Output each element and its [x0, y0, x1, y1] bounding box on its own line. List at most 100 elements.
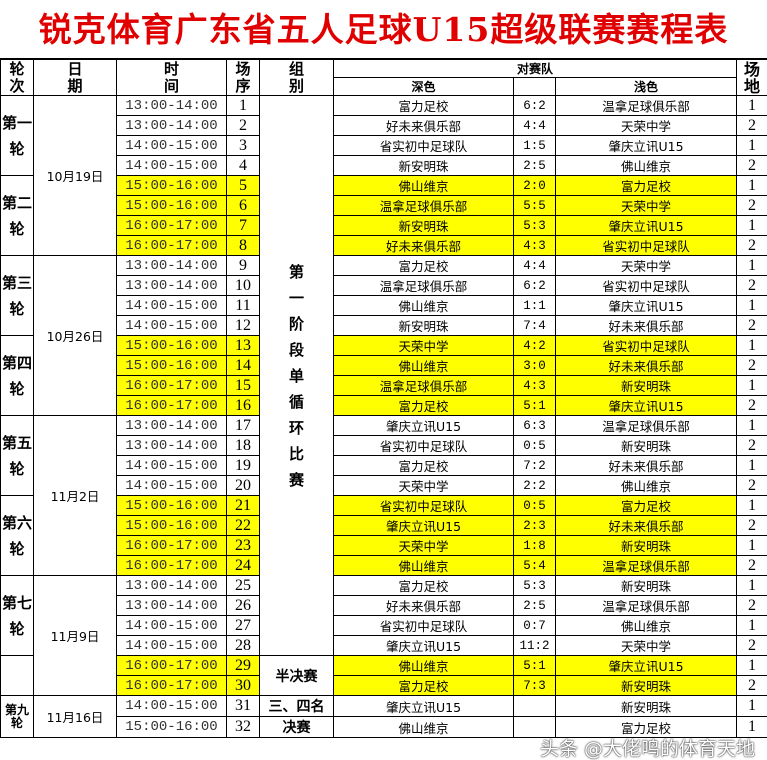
- team-dark: 富力足校: [334, 96, 514, 116]
- team-light: 省实初中足球队: [556, 276, 737, 296]
- match-venue: 2: [737, 276, 767, 296]
- match-score: 1:5: [514, 136, 556, 156]
- match-venue: 1: [737, 136, 767, 156]
- header-round: 轮次: [1, 60, 34, 96]
- match-time: 14:00-15:00: [117, 316, 227, 336]
- team-light: 天荣中学: [556, 116, 737, 136]
- match-score: [514, 696, 556, 717]
- match-time: 16:00-17:00: [117, 236, 227, 256]
- match-date: 10月26日: [34, 256, 117, 416]
- match-seq: 17: [227, 416, 260, 436]
- match-venue: 1: [737, 496, 767, 516]
- team-dark: 佛山维京: [334, 717, 514, 738]
- match-seq: 28: [227, 636, 260, 656]
- match-venue: 1: [737, 296, 767, 316]
- team-dark: 肇庆立讯U15: [334, 696, 514, 717]
- header-time: 时间: [117, 60, 227, 96]
- team-dark: 好未来俱乐部: [334, 116, 514, 136]
- team-dark: 新安明珠: [334, 316, 514, 336]
- match-seq: 13: [227, 336, 260, 356]
- match-time: 16:00-17:00: [117, 216, 227, 236]
- match-time: 13:00-14:00: [117, 96, 227, 116]
- match-score: 5:1: [514, 396, 556, 416]
- match-score: 11:2: [514, 636, 556, 656]
- match-time: 15:00-16:00: [117, 717, 227, 738]
- match-time: 16:00-17:00: [117, 396, 227, 416]
- team-dark: 富力足校: [334, 396, 514, 416]
- team-light: 新安明珠: [556, 696, 737, 717]
- team-light: 省实初中足球队: [556, 236, 737, 256]
- match-time: 14:00-15:00: [117, 456, 227, 476]
- match-seq: 24: [227, 556, 260, 576]
- match-venue: 2: [737, 676, 767, 696]
- match-time: 13:00-14:00: [117, 596, 227, 616]
- match-seq: 1: [227, 96, 260, 116]
- match-time: 16:00-17:00: [117, 556, 227, 576]
- match-seq: 4: [227, 156, 260, 176]
- match-venue: 1: [737, 576, 767, 596]
- match-group: 第一阶段单循环比赛: [260, 96, 334, 656]
- match-venue: 1: [737, 696, 767, 717]
- match-group: 半决赛: [260, 656, 334, 696]
- match-seq: 10: [227, 276, 260, 296]
- match-venue: 2: [737, 516, 767, 536]
- team-dark: 富力足校: [334, 456, 514, 476]
- match-time: 14:00-15:00: [117, 296, 227, 316]
- team-dark: 温拿足球俱乐部: [334, 376, 514, 396]
- match-score: 4:3: [514, 376, 556, 396]
- team-light: 肇庆立讯U15: [556, 656, 737, 676]
- match-seq: 27: [227, 616, 260, 636]
- match-score: 5:3: [514, 576, 556, 596]
- match-group: 三、四名: [260, 696, 334, 717]
- match-time: 14:00-15:00: [117, 476, 227, 496]
- header-light: 浅色: [556, 78, 737, 96]
- match-venue: 2: [737, 316, 767, 336]
- team-dark: 省实初中足球队: [334, 496, 514, 516]
- team-light: 肇庆立讯U15: [556, 296, 737, 316]
- match-venue: 2: [737, 356, 767, 376]
- match-seq: 21: [227, 496, 260, 516]
- match-venue: 1: [737, 536, 767, 556]
- match-seq: 25: [227, 576, 260, 596]
- match-score: 6:2: [514, 276, 556, 296]
- team-dark: 佛山维京: [334, 176, 514, 196]
- team-dark: 富力足校: [334, 256, 514, 276]
- match-venue: 1: [737, 616, 767, 636]
- team-dark: 肇庆立讯U15: [334, 416, 514, 436]
- header-dark: 深色: [334, 78, 514, 96]
- match-score: 5:1: [514, 656, 556, 676]
- team-light: 肇庆立讯U15: [556, 396, 737, 416]
- match-score: 2:5: [514, 596, 556, 616]
- team-light: 温拿足球俱乐部: [556, 596, 737, 616]
- header-venue: 场地: [737, 60, 767, 96]
- team-dark: 省实初中足球队: [334, 136, 514, 156]
- match-time: 15:00-16:00: [117, 336, 227, 356]
- match-score: 1:8: [514, 536, 556, 556]
- match-seq: 5: [227, 176, 260, 196]
- header-date: 日期: [34, 60, 117, 96]
- match-score: 2:2: [514, 476, 556, 496]
- match-seq: 19: [227, 456, 260, 476]
- match-venue: 2: [737, 196, 767, 216]
- match-score: 7:3: [514, 676, 556, 696]
- team-dark: 佛山维京: [334, 556, 514, 576]
- match-venue: 1: [737, 336, 767, 356]
- match-score: 1:1: [514, 296, 556, 316]
- team-light: 新安明珠: [556, 376, 737, 396]
- match-score: 6:2: [514, 96, 556, 116]
- match-date: 11月2日: [34, 416, 117, 576]
- match-venue: 2: [737, 556, 767, 576]
- match-score: 0:5: [514, 436, 556, 456]
- team-light: 富力足校: [556, 496, 737, 516]
- match-date: 11月9日: [34, 576, 117, 696]
- match-seq: 30: [227, 676, 260, 696]
- match-time: 16:00-17:00: [117, 536, 227, 556]
- match-time: 14:00-15:00: [117, 696, 227, 717]
- round-label: 第四轮: [1, 336, 34, 416]
- team-light: 佛山维京: [556, 616, 737, 636]
